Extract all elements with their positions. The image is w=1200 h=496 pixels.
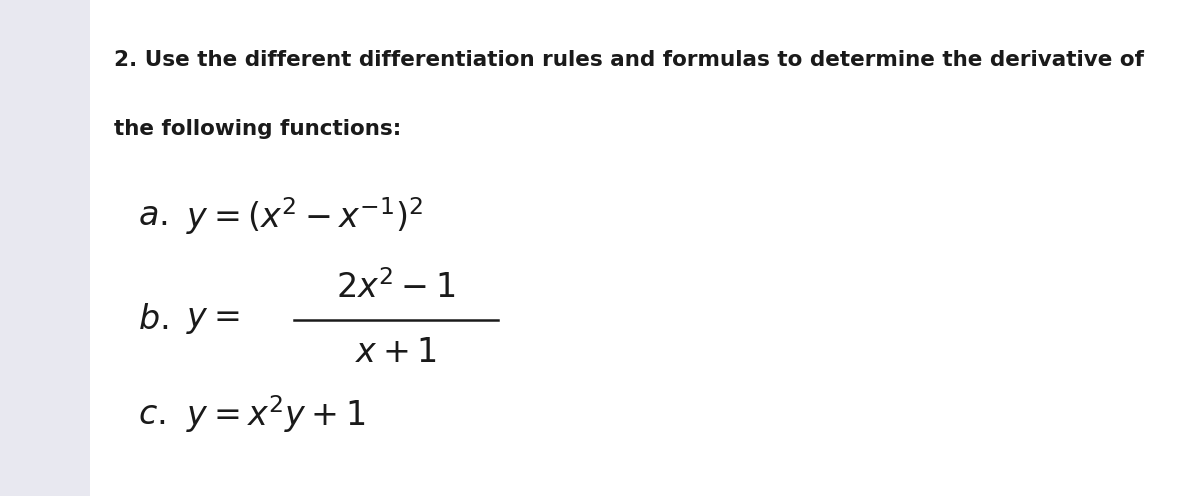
- Text: the following functions:: the following functions:: [114, 119, 401, 139]
- Text: $2x^2 - 1$: $2x^2 - 1$: [336, 270, 456, 305]
- Text: $x + 1$: $x + 1$: [355, 336, 437, 369]
- Text: $y = (x^2 - x^{-1})^2$: $y = (x^2 - x^{-1})^2$: [186, 195, 424, 237]
- Text: $a.$: $a.$: [138, 199, 168, 232]
- Text: $b.$: $b.$: [138, 304, 168, 336]
- Text: $c.$: $c.$: [138, 398, 166, 431]
- Text: $y = x^2y + 1$: $y = x^2y + 1$: [186, 393, 366, 435]
- Text: $y =$: $y =$: [186, 304, 240, 336]
- FancyBboxPatch shape: [90, 0, 1200, 496]
- Text: 2. Use the different differentiation rules and formulas to determine the derivat: 2. Use the different differentiation rul…: [114, 50, 1144, 69]
